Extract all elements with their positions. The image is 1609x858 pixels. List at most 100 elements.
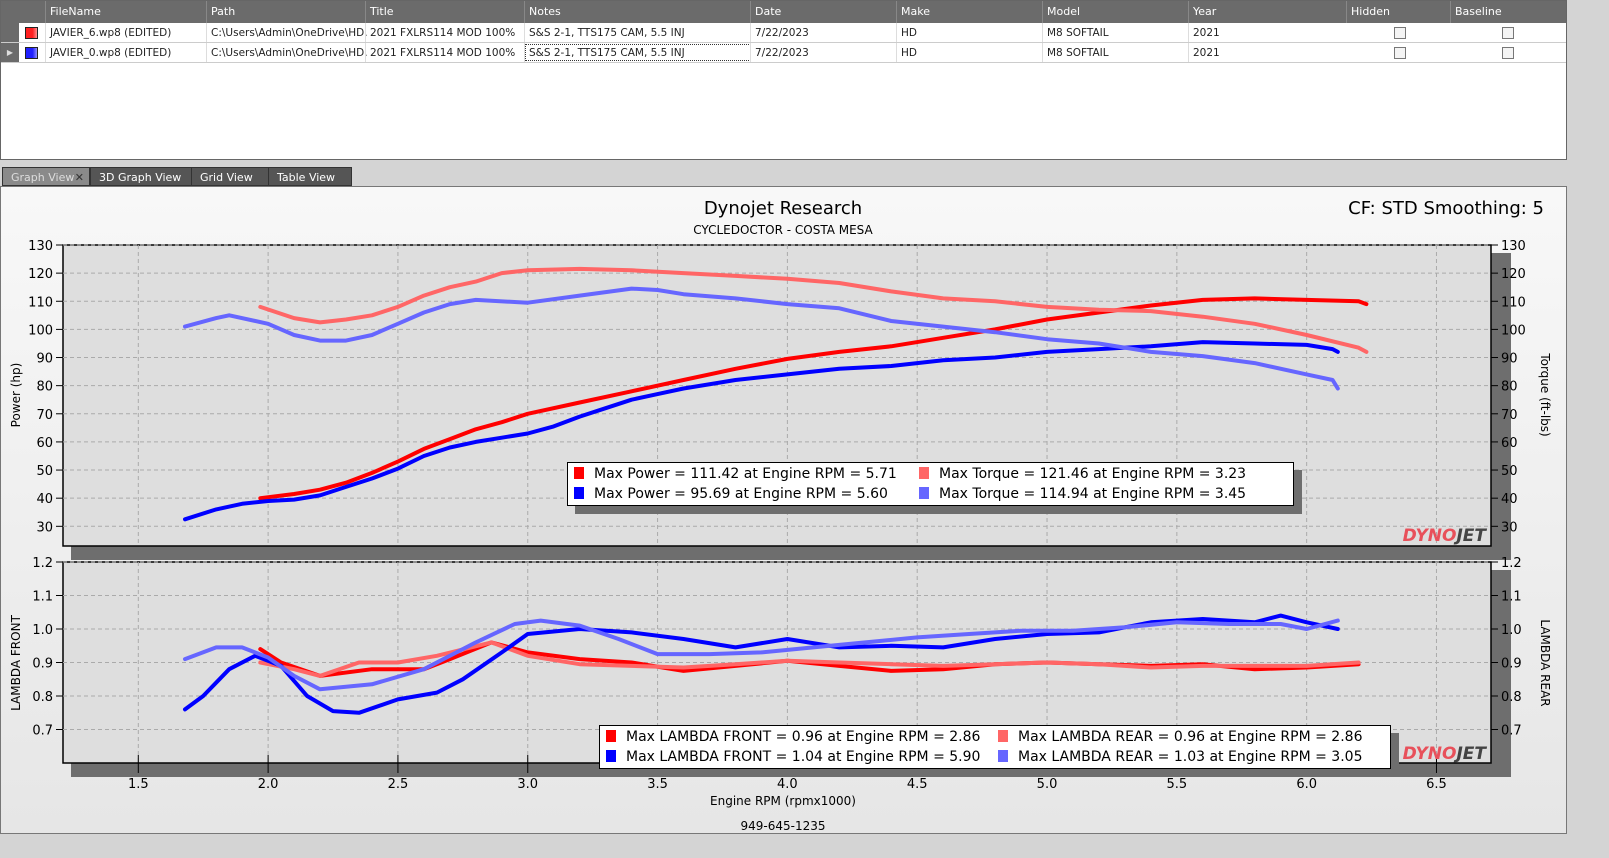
dynojet-logo: DYNOJET bbox=[1403, 744, 1488, 764]
series-line bbox=[258, 266, 1369, 354]
legend-item: Max LAMBDA REAR = 0.96 at Engine RPM = 2… bbox=[998, 727, 1362, 747]
baseline-checkbox[interactable] bbox=[1502, 47, 1514, 59]
x-tick-label: 6.0 bbox=[1296, 777, 1317, 792]
x-tick-label: 4.5 bbox=[907, 777, 928, 792]
graph-view: Dynojet Research CYCLEDOCTOR - COSTA MES… bbox=[0, 186, 1567, 834]
y2-tick-label: 1.2 bbox=[1501, 556, 1522, 571]
table-row[interactable]: JAVIER_6.wp8 (EDITED) C:\Users\Admin\One… bbox=[1, 23, 1566, 43]
power-torque-legend: Max Power = 111.42 at Engine RPM = 5.71 M… bbox=[567, 462, 1294, 506]
col-make[interactable]: Make bbox=[896, 1, 1044, 23]
cell-date: 7/22/2023 bbox=[750, 23, 898, 42]
graph-subtitle: CYCLEDOCTOR - COSTA MESA bbox=[693, 223, 873, 237]
cell-make: HD bbox=[896, 23, 1044, 42]
legend-item: Max Torque = 114.94 at Engine RPM = 3.45 bbox=[919, 484, 1246, 504]
tab-3d-graph-view[interactable]: 3D Graph View bbox=[90, 167, 195, 186]
row-selector[interactable] bbox=[1, 23, 19, 42]
hidden-checkbox[interactable] bbox=[1394, 27, 1406, 39]
x-axis-label: Engine RPM (rpmx1000) bbox=[710, 794, 856, 808]
cell-model: M8 SOFTAIL bbox=[1042, 23, 1190, 42]
legend-swatch bbox=[998, 730, 1008, 742]
hidden-checkbox[interactable] bbox=[1394, 47, 1406, 59]
cell-make: HD bbox=[896, 43, 1044, 62]
tab-grid-view[interactable]: Grid View bbox=[191, 167, 271, 186]
legend-item: Max Power = 95.69 at Engine RPM = 5.60 bbox=[574, 484, 919, 504]
legend-swatch bbox=[574, 487, 584, 499]
y-tick-label: 80 bbox=[36, 380, 53, 395]
y2-tick-label: 0.8 bbox=[1501, 690, 1522, 705]
col-notes[interactable]: Notes bbox=[524, 1, 752, 23]
legend-item: Max LAMBDA FRONT = 0.96 at Engine RPM = … bbox=[606, 727, 998, 747]
cell-filename: JAVIER_6.wp8 (EDITED) bbox=[45, 23, 208, 42]
cell-year: 2021 bbox=[1188, 23, 1348, 42]
legend-item: Max LAMBDA FRONT = 1.04 at Engine RPM = … bbox=[606, 747, 998, 767]
col-title[interactable]: Title bbox=[365, 1, 526, 23]
y-tick-label: 60 bbox=[36, 436, 53, 451]
legend-swatch bbox=[574, 467, 584, 479]
x-tick-label: 2.0 bbox=[258, 777, 279, 792]
y-axis-label-torque: Torque (ft-lbs) bbox=[1538, 352, 1552, 436]
col-path[interactable]: Path bbox=[206, 1, 367, 23]
col-date[interactable]: Date bbox=[750, 1, 898, 23]
series-line bbox=[183, 286, 1340, 391]
baseline-checkbox[interactable] bbox=[1502, 27, 1514, 39]
tab-label: Graph View bbox=[11, 171, 75, 184]
col-hidden[interactable]: Hidden bbox=[1346, 1, 1452, 23]
col-year[interactable]: Year bbox=[1188, 1, 1348, 23]
legend-item: Max Torque = 121.46 at Engine RPM = 3.23 bbox=[919, 464, 1246, 484]
legend-item: Max LAMBDA REAR = 1.03 at Engine RPM = 3… bbox=[998, 747, 1362, 767]
cell-title: 2021 FXLRS114 MOD 100% bbox=[365, 43, 526, 62]
graph-title: Dynojet Research bbox=[704, 198, 862, 219]
x-tick-label: 1.5 bbox=[128, 777, 149, 792]
y-tick-label: 90 bbox=[36, 352, 53, 367]
cell-date: 7/22/2023 bbox=[750, 43, 898, 62]
x-tick-label: 4.0 bbox=[777, 777, 798, 792]
y2-tick-label: 110 bbox=[1501, 295, 1526, 310]
series-line bbox=[183, 613, 1340, 715]
col-filename[interactable]: FileName bbox=[45, 1, 208, 23]
cell-filename: JAVIER_0.wp8 (EDITED) bbox=[45, 43, 208, 62]
row-selector[interactable]: ▶ bbox=[1, 43, 19, 62]
x-tick-label: 5.0 bbox=[1037, 777, 1058, 792]
legend-swatch bbox=[919, 467, 929, 479]
cell-path: C:\Users\Admin\OneDrive\HD... bbox=[206, 43, 367, 62]
footer-phone: 949-645-1235 bbox=[740, 819, 825, 833]
y2-tick-label: 130 bbox=[1501, 239, 1526, 254]
cell-model: M8 SOFTAIL bbox=[1042, 43, 1190, 62]
legend-swatch bbox=[606, 730, 616, 742]
col-baseline[interactable]: Baseline bbox=[1450, 1, 1568, 23]
table-row[interactable]: ▶ JAVIER_0.wp8 (EDITED) C:\Users\Admin\O… bbox=[1, 43, 1566, 63]
y-tick-label: 1.1 bbox=[32, 590, 53, 605]
tab-graph-view[interactable]: Graph View ✕ bbox=[2, 167, 90, 186]
cell-notes[interactable]: S&S 2-1, TTS175 CAM, 5.5 INJ bbox=[524, 43, 752, 62]
y2-tick-label: 40 bbox=[1501, 492, 1518, 507]
color-swatch[interactable] bbox=[25, 47, 38, 59]
series-line bbox=[258, 640, 1361, 678]
x-tick-label: 2.5 bbox=[388, 777, 409, 792]
y2-tick-label: 50 bbox=[1501, 464, 1518, 479]
view-tabs: Graph View ✕ 3D Graph View Grid View Tabl… bbox=[0, 165, 1609, 186]
files-table: FileName Path Title Notes Date Make Mode… bbox=[0, 0, 1567, 160]
y-tick-label: 40 bbox=[36, 492, 53, 507]
color-swatch[interactable] bbox=[25, 27, 38, 39]
series-line bbox=[258, 296, 1369, 501]
legend-item: Max Power = 111.42 at Engine RPM = 5.71 bbox=[574, 464, 919, 484]
y2-tick-label: 1.0 bbox=[1501, 623, 1522, 638]
legend-swatch bbox=[919, 487, 929, 499]
x-tick-label: 3.0 bbox=[517, 777, 538, 792]
y2-tick-label: 60 bbox=[1501, 436, 1518, 451]
y2-tick-label: 1.1 bbox=[1501, 590, 1522, 605]
y-tick-label: 0.8 bbox=[32, 690, 53, 705]
y-tick-label: 50 bbox=[36, 464, 53, 479]
close-icon[interactable]: ✕ bbox=[74, 171, 84, 184]
y-tick-label: 130 bbox=[28, 239, 53, 254]
y-tick-label: 30 bbox=[36, 520, 53, 535]
y2-tick-label: 0.9 bbox=[1501, 657, 1522, 672]
y2-tick-label: 100 bbox=[1501, 323, 1526, 338]
tab-table-view[interactable]: Table View bbox=[268, 167, 352, 186]
cell-notes: S&S 2-1, TTS175 CAM, 5.5 INJ bbox=[524, 23, 752, 42]
cell-title: 2021 FXLRS114 MOD 100% bbox=[365, 23, 526, 42]
y2-tick-label: 30 bbox=[1501, 520, 1518, 535]
legend-swatch bbox=[998, 750, 1008, 762]
y-tick-label: 1.2 bbox=[32, 556, 53, 571]
col-model[interactable]: Model bbox=[1042, 1, 1190, 23]
